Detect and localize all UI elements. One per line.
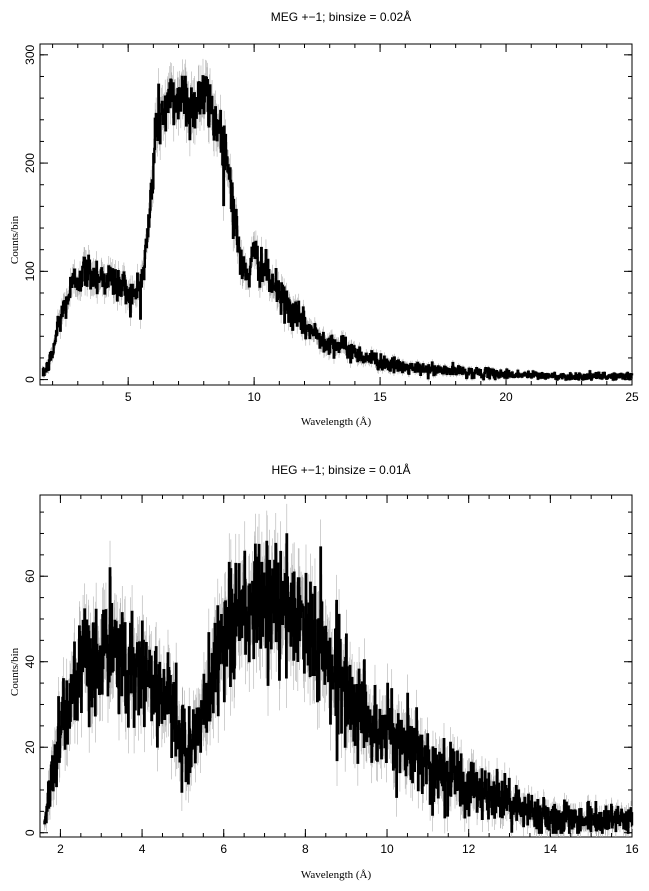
heg-y-axis-label: Counts/bin [9, 647, 21, 696]
meg-plot-frame [39, 43, 633, 386]
heg-x-tick-label: 12 [462, 842, 476, 856]
heg-x-tick-label: 14 [544, 842, 558, 856]
heg-axis-ticks: 2 4 6 8 10 12 14 16 0 20 40 60 [23, 495, 639, 856]
heg-y-tick-label: 60 [23, 569, 37, 583]
meg-panel: MEG +−1; binsize = 0.02Å 5 10 15 20 25 0 100 20… [9, 9, 639, 428]
meg-error-bars [42, 58, 633, 382]
heg-x-axis-label: Wavelength (Å) [301, 869, 372, 881]
heg-spectrum-series [43, 533, 634, 834]
heg-x-tick-label: 8 [302, 842, 309, 856]
meg-chart-title: MEG +−1; binsize = 0.02Å [271, 9, 411, 24]
heg-y-tick-label: 0 [23, 829, 37, 836]
heg-x-tick-label: 6 [220, 842, 227, 856]
heg-x-tick-label: 10 [380, 842, 394, 856]
meg-spectrum-series [41, 75, 634, 381]
meg-x-tick-label: 5 [125, 390, 132, 404]
meg-x-tick-label: 25 [625, 390, 639, 404]
meg-x-tick-label: 20 [499, 390, 513, 404]
meg-error-bar-path [42, 58, 633, 382]
heg-chart-title: HEG +−1; binsize = 0.01Å [271, 462, 410, 477]
meg-x-tick-label: 10 [247, 390, 261, 404]
heg-x-tick-label: 16 [625, 842, 639, 856]
heg-spectrum-line [43, 533, 634, 834]
heg-plot-frame [39, 494, 633, 838]
meg-spectrum-line [41, 75, 634, 381]
meg-y-tick-label: 0 [23, 376, 37, 383]
meg-y-tick-label: 200 [23, 153, 37, 173]
meg-axis-ticks: 5 10 15 20 25 0 100 200 300 [23, 44, 639, 404]
heg-x-tick-label: 2 [57, 842, 64, 856]
meg-x-tick-label: 15 [373, 390, 387, 404]
heg-y-tick-label: 40 [23, 655, 37, 669]
meg-x-axis-label: Wavelength (Å) [301, 416, 372, 428]
heg-y-tick-label: 20 [23, 740, 37, 754]
meg-y-tick-label: 300 [23, 44, 37, 64]
meg-y-tick-label: 100 [23, 261, 37, 281]
meg-y-axis-label: Counts/bin [9, 215, 21, 264]
heg-panel: HEG +−1; binsize = 0.01Å 2 4 6 8 10 12 14 16 0 20… [9, 462, 639, 881]
heg-x-tick-label: 4 [139, 842, 146, 856]
